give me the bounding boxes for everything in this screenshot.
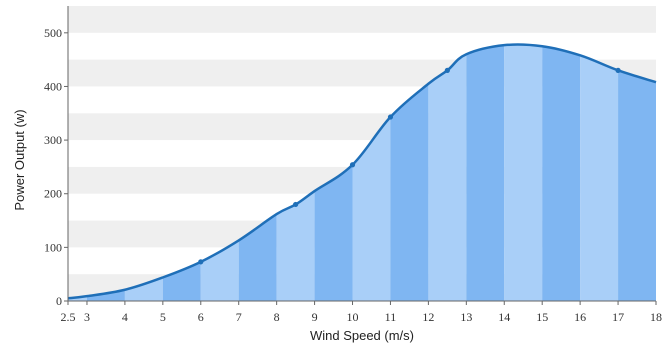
fill-strip [618, 44, 656, 301]
y-tick-label: 500 [44, 26, 62, 40]
fill-strip [314, 44, 353, 301]
fill-strip [68, 44, 87, 301]
fill-strip [86, 44, 125, 301]
y-tick-label: 100 [44, 240, 62, 254]
x-tick-label: 11 [385, 310, 397, 324]
y-tick-label: 0 [56, 294, 62, 308]
data-point [615, 67, 621, 73]
fill-strip [276, 44, 315, 301]
x-axis-ticks: 2.5 3 4 5 6 7 8 9 10 11 12 13 14 15 16 17 18 [61, 301, 662, 324]
fill-strip [238, 44, 277, 301]
fill-strip [200, 44, 239, 301]
fill-strip [162, 44, 201, 301]
fill-strip [124, 44, 163, 301]
data-point [444, 67, 450, 73]
x-tick-label: 13 [460, 310, 472, 324]
grid-band [68, 6, 656, 33]
y-axis-title: Power Output (w) [12, 109, 27, 210]
data-markers [198, 67, 621, 265]
y-axis-ticks: 0 100 200 300 400 500 [44, 26, 68, 308]
x-tick-label: 17 [612, 310, 624, 324]
x-tick-label: 15 [536, 310, 548, 324]
y-tick-label: 300 [44, 133, 62, 147]
fill-strip [352, 44, 391, 301]
fill-strip [466, 44, 505, 301]
y-tick-label: 200 [44, 187, 62, 201]
fill-strip [390, 44, 429, 301]
y-tick-label: 400 [44, 79, 62, 93]
x-tick-label: 4 [122, 310, 128, 324]
fill-strip [504, 44, 543, 301]
x-tick-label: 18 [650, 310, 662, 324]
x-axis-title: Wind Speed (m/s) [310, 328, 414, 343]
x-tick-label: 3 [84, 310, 90, 324]
x-tick-label: 5 [160, 310, 166, 324]
axes [67, 6, 656, 302]
data-point [349, 162, 356, 168]
x-tick-label: 6 [198, 310, 204, 324]
data-point [387, 114, 394, 120]
fill-strip [428, 44, 467, 301]
fill-strip [542, 44, 581, 301]
x-tick-label: 9 [312, 310, 318, 324]
x-tick-label: 14 [498, 310, 510, 324]
x-tick-label: 12 [422, 310, 434, 324]
x-tick-label: 8 [274, 310, 280, 324]
fill-strip [580, 44, 619, 301]
x-tick-label: 2.5 [61, 310, 76, 324]
data-point [293, 201, 299, 208]
x-tick-label: 7 [236, 310, 242, 324]
data-point [198, 259, 204, 265]
x-tick-label: 16 [574, 310, 586, 324]
x-tick-label: 10 [347, 310, 359, 324]
